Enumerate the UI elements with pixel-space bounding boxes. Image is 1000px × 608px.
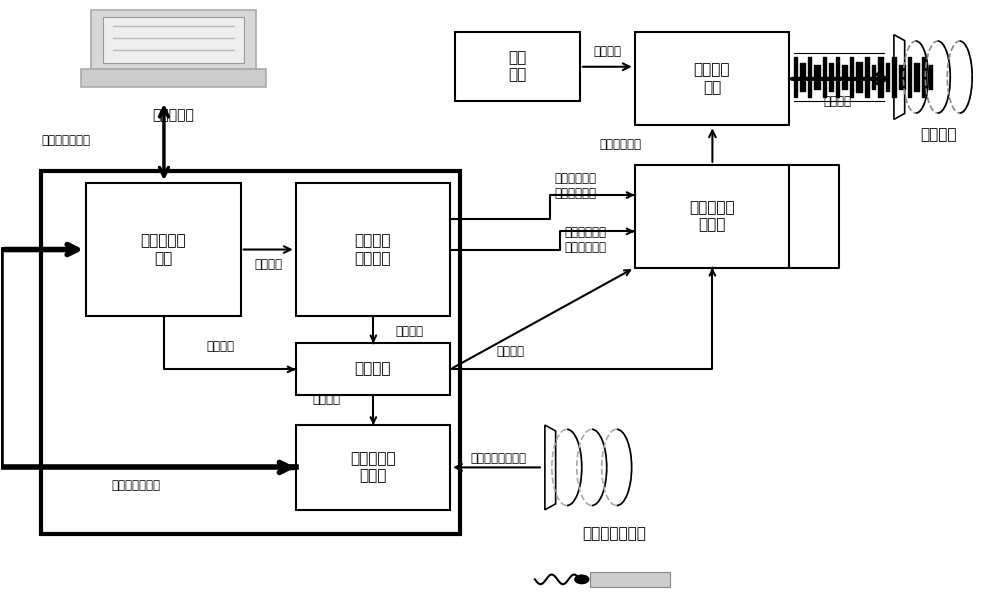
Bar bbox=[635, 165, 789, 268]
Text: 电源供电: 电源供电 bbox=[594, 44, 622, 58]
Text: 脉冲发射: 脉冲发射 bbox=[823, 95, 851, 108]
Text: 电源模块: 电源模块 bbox=[355, 362, 391, 376]
Text: 频率扫描
控制模块: 频率扫描 控制模块 bbox=[355, 233, 391, 266]
Bar bbox=[41, 171, 460, 534]
Text: 脉冲发射
模块: 脉冲发射 模块 bbox=[694, 63, 730, 95]
Circle shape bbox=[575, 575, 589, 584]
Text: 接收线圈与探头: 接收线圈与探头 bbox=[583, 527, 647, 542]
Bar bbox=[635, 32, 789, 125]
Text: 控制与通信
模块: 控制与通信 模块 bbox=[141, 233, 186, 266]
Bar bbox=[590, 572, 670, 587]
Text: 指令与数据传输: 指令与数据传输 bbox=[41, 134, 90, 147]
Text: 脉冲频率调
制模块: 脉冲频率调 制模块 bbox=[689, 200, 735, 232]
Bar bbox=[296, 344, 450, 395]
Text: 控制信号: 控制信号 bbox=[255, 258, 283, 271]
Text: 响应信号接
收模块: 响应信号接 收模块 bbox=[350, 451, 396, 483]
Text: 核磁共振响应接收: 核磁共振响应接收 bbox=[470, 452, 526, 465]
FancyBboxPatch shape bbox=[91, 10, 256, 69]
Text: 电源供电: 电源供电 bbox=[395, 325, 423, 337]
Text: 电源供电: 电源供电 bbox=[312, 393, 340, 406]
Text: 电源供电: 电源供电 bbox=[496, 345, 524, 358]
Text: 上位机系统: 上位机系统 bbox=[152, 108, 194, 122]
Bar bbox=[455, 32, 580, 102]
Bar bbox=[86, 183, 241, 316]
Text: 激发频率调制: 激发频率调制 bbox=[600, 139, 642, 151]
Text: 频率调制函数
（初次发射）: 频率调制函数 （初次发射） bbox=[555, 172, 597, 200]
Text: 频率调制函数
（扫描发射）: 频率调制函数 （扫描发射） bbox=[565, 226, 607, 255]
Text: 指令与数据传输: 指令与数据传输 bbox=[112, 479, 161, 492]
Text: 外接
电源: 外接 电源 bbox=[508, 50, 527, 83]
Bar bbox=[296, 425, 450, 510]
Bar bbox=[296, 183, 450, 316]
Text: 发射线圈: 发射线圈 bbox=[921, 127, 957, 142]
Text: 电源供电: 电源供电 bbox=[207, 340, 235, 353]
FancyBboxPatch shape bbox=[103, 16, 244, 63]
FancyBboxPatch shape bbox=[81, 69, 266, 88]
